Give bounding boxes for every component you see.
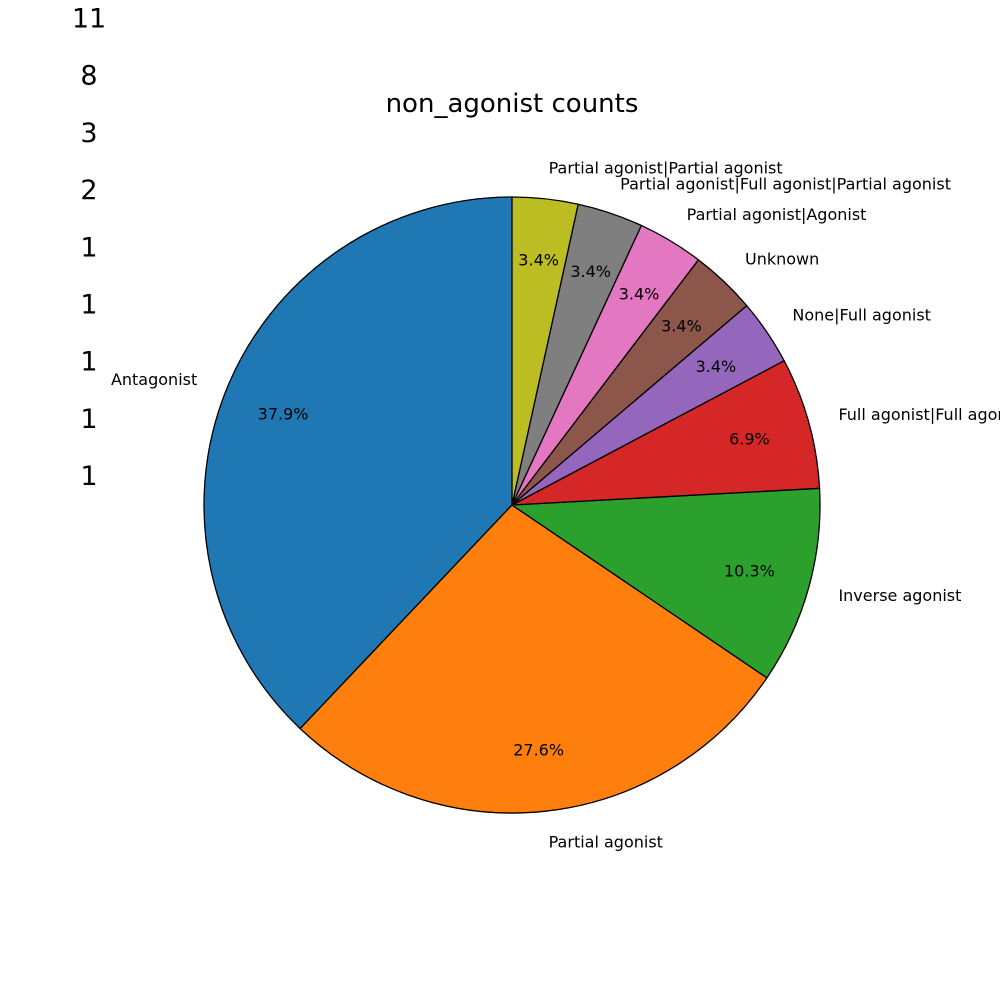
slice-label-partial-agonist-partial-agonist: Partial agonist|Partial agonist [549,159,783,178]
slice-label-unknown: Unknown [745,250,819,269]
percent-label-partial-agonist-agonist: 3.4% [619,284,660,303]
slice-label-full-agonist-full-agonist: Full agonist|Full agonist [838,405,1000,424]
slice-label-partial-agonist: Partial agonist [549,832,663,851]
count-value: 1 [80,290,97,321]
chart-title: non_agonist counts [386,89,639,119]
pie-slice-antagonist [203,196,513,730]
percent-label-full-agonist-full-agonist: 6.9% [729,430,770,449]
pie-slice-inverse-agonist [511,487,821,679]
percent-label-partial-agonist: 27.6% [513,740,564,759]
count-value: 2 [80,175,97,206]
slice-label-none-full-agonist: None|Full agonist [792,305,931,324]
count-value: 3 [80,118,97,149]
percent-label-inverse-agonist: 10.3% [724,561,775,580]
slice-label-partial-agonist-full-agonist-partial-agonist: Partial agonist|Full agonist|Partial ago… [620,174,951,193]
pie-slice-partial-agonist [299,504,768,814]
slice-label-inverse-agonist: Inverse agonist [838,586,961,605]
count-value: 8 [80,61,97,92]
pie-slice-partial-agonist-partial-agonist [511,196,579,506]
slice-label-antagonist: Antagonist [111,370,197,389]
percent-label-antagonist: 37.9% [258,404,309,423]
pie-slice-full-agonist-full-agonist [511,360,821,506]
percent-label-partial-agonist-partial-agonist: 3.4% [518,251,559,270]
slice-label-partial-agonist-agonist: Partial agonist|Agonist [687,205,867,224]
count-value: 1 [80,404,97,435]
percent-label-unknown: 3.4% [661,317,702,336]
percent-label-partial-agonist-full-agonist-partial-agonist: 3.4% [570,262,611,281]
percent-label-none-full-agonist: 3.4% [696,357,737,376]
count-value: 1 [80,461,97,492]
count-value: 1 [80,347,97,378]
count-value: 1 [80,232,97,263]
pie-slices [203,196,821,814]
count-value: 11 [72,4,106,35]
slice-labels: Antagonist Partial agonist Inverse agonist… [111,159,1000,852]
percent-labels: 37.9%27.6%10.3%6.9%3.4%3.4%3.4%3.4%3.4% [258,251,775,760]
